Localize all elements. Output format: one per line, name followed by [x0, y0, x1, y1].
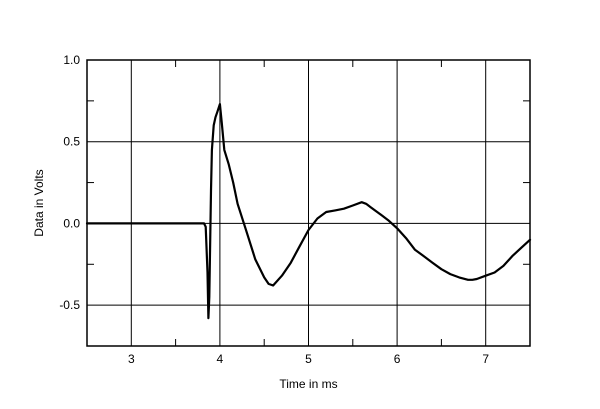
y-tick-label: 1.0 [63, 53, 80, 67]
series-line [85, 102, 532, 320]
y-tick-label: 0.5 [63, 135, 80, 149]
x-tick-label: 5 [305, 352, 312, 366]
series-layer [85, 102, 532, 320]
grid-lines [87, 59, 530, 346]
plot-frame [86, 59, 531, 347]
y-tick-label: 0.0 [63, 216, 80, 230]
x-tick-label: 7 [482, 352, 489, 366]
x-tick-labels: 3 4 5 6 7 [128, 352, 489, 366]
x-tick-label: 4 [217, 352, 224, 366]
x-tick-label: 6 [394, 352, 401, 366]
x-axis-label: Time in ms [279, 377, 337, 391]
y-axis-label: Data in Volts [32, 169, 46, 236]
x-tick-label: 3 [128, 352, 135, 366]
y-tick-label: -0.5 [59, 298, 80, 312]
y-tick-labels: 1.0 0.5 0.0 -0.5 [59, 53, 80, 312]
